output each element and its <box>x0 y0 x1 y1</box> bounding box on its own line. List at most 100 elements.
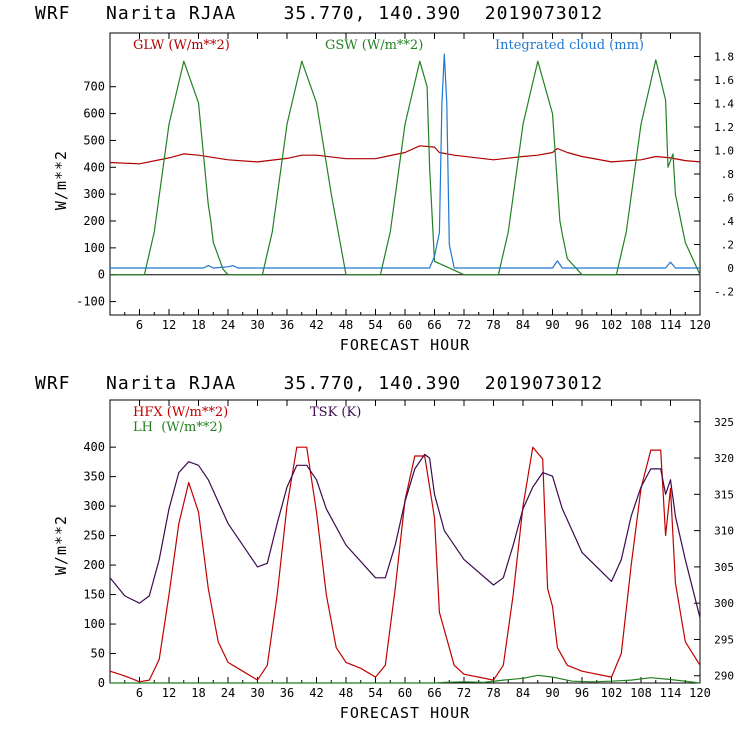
x-tick-label: 60 <box>398 318 412 332</box>
right-tick-label: 310 <box>714 525 734 538</box>
x-tick-label: 84 <box>516 318 530 332</box>
chart2-legend-tsk: TSK (K) <box>310 405 361 420</box>
right-tick-label: 0 <box>727 262 734 275</box>
x-tick-label: 30 <box>250 686 264 700</box>
series-line-gsw <box>110 59 701 276</box>
x-tick-label: 6 <box>136 318 143 332</box>
x-tick-label: 114 <box>660 318 682 332</box>
y-tick-label: 100 <box>83 241 105 255</box>
right-tick-label: .4 <box>721 215 735 228</box>
x-tick-label: 48 <box>339 686 353 700</box>
y-tick-label: 300 <box>83 187 105 201</box>
y-tick-label: -100 <box>76 295 105 309</box>
y-tick-label: 0 <box>98 268 105 282</box>
right-tick-label: 320 <box>714 452 734 465</box>
right-tick-label: 1.4 <box>714 98 734 111</box>
x-tick-label: 24 <box>221 686 235 700</box>
chart1-x-ticks: 6 12 18 24 30 36 42 48 54 60 66 72 78 84 90 96 102 108 114… <box>124 33 711 332</box>
x-tick-label: 90 <box>545 686 559 700</box>
chart1-plot-area <box>109 32 701 316</box>
series-line-tsk <box>109 453 701 618</box>
chart1-legend-cloud: Integrated cloud (mm) <box>495 38 644 53</box>
chart2-plot-area <box>109 399 701 684</box>
chart1-right-ticks: -.2 0 .2 .4 .6 .8 1.0 1.2 1.4 1.6 1.8 <box>694 51 734 299</box>
x-tick-label: 12 <box>162 318 176 332</box>
x-tick-label: 72 <box>457 318 471 332</box>
chart1-y-ticks: -100 0 100 200 300 400 500 600 700 <box>76 80 116 309</box>
right-tick-label: 1.0 <box>714 145 734 158</box>
chart2-x-label: FORECAST HOUR <box>340 704 470 722</box>
chart2-legend-hfx: HFX (W/m**2) <box>133 405 228 420</box>
y-tick-label: 50 <box>91 647 105 661</box>
y-tick-label: 250 <box>83 529 105 543</box>
x-tick-label: 54 <box>368 686 382 700</box>
panel-bottom: WRF Narita RJAA 35.770, 140.390 20190730… <box>35 373 734 722</box>
y-tick-label: 100 <box>83 617 105 631</box>
x-tick-label: 36 <box>280 318 294 332</box>
y-tick-label: 200 <box>83 558 105 572</box>
chart2-x-ticks: 6 12 18 24 30 36 42 48 54 60 66 72 78 84 90 96 102 108 114… <box>124 400 711 700</box>
x-tick-label: 114 <box>660 686 682 700</box>
right-tick-label: .8 <box>721 168 734 181</box>
right-tick-label: 305 <box>714 561 734 574</box>
x-tick-label: 72 <box>457 686 471 700</box>
x-tick-label: 36 <box>280 686 294 700</box>
x-tick-label: 108 <box>630 318 652 332</box>
x-tick-label: 102 <box>601 318 623 332</box>
series-line-integrated <box>110 53 700 269</box>
chart2-title: WRF Narita RJAA 35.770, 140.390 20190730… <box>35 373 603 394</box>
x-tick-label: 30 <box>250 318 264 332</box>
x-tick-label: 66 <box>427 318 441 332</box>
right-tick-label: 290 <box>714 670 734 683</box>
x-tick-label: 66 <box>427 686 441 700</box>
x-tick-label: 18 <box>191 686 205 700</box>
right-tick-label: 325 <box>714 416 734 429</box>
x-tick-label: 42 <box>309 686 323 700</box>
right-tick-label: 295 <box>714 633 734 646</box>
series-line-lh <box>110 674 701 684</box>
y-tick-label: 400 <box>83 160 105 174</box>
right-tick-label: 1.6 <box>714 74 734 87</box>
x-tick-label: 96 <box>575 318 589 332</box>
right-tick-label: 1.8 <box>714 51 734 64</box>
x-tick-label: 48 <box>339 318 353 332</box>
chart1-x-label: FORECAST HOUR <box>340 336 470 354</box>
y-tick-label: 700 <box>83 80 105 94</box>
y-tick-label: 0 <box>98 676 105 690</box>
right-tick-label: .6 <box>721 192 734 205</box>
x-tick-label: 96 <box>575 686 589 700</box>
x-tick-label: 84 <box>516 686 530 700</box>
right-tick-label: 300 <box>714 597 734 610</box>
x-tick-label: 102 <box>601 686 623 700</box>
right-tick-label: .2 <box>721 239 734 252</box>
y-tick-label: 200 <box>83 214 105 228</box>
x-tick-label: 78 <box>486 686 500 700</box>
series-line-glw <box>109 145 701 165</box>
series-line-hfx <box>109 446 701 683</box>
y-tick-label: 600 <box>83 107 105 121</box>
x-tick-label: 78 <box>486 318 500 332</box>
panel-top: WRF Narita RJAA 35.770, 140.390 20190730… <box>35 3 734 354</box>
x-tick-label: 12 <box>162 686 176 700</box>
x-tick-label: 108 <box>630 686 652 700</box>
right-tick-label: 1.2 <box>714 121 734 134</box>
x-tick-label: 120 <box>689 318 711 332</box>
chart2-right-ticks: 290 295 300 305 310 315 320 325 <box>694 416 734 683</box>
right-tick-label: -.2 <box>714 286 734 299</box>
chart1-title: WRF Narita RJAA 35.770, 140.390 20190730… <box>35 3 603 24</box>
chart1-legend-gsw: GSW (W/m**2) <box>325 38 423 53</box>
chart2-legend-lh: LH (W/m**2) <box>133 420 223 435</box>
chart1-legend-glw: GLW (W/m**2) <box>133 38 230 53</box>
y-tick-label: 300 <box>83 499 105 513</box>
x-tick-label: 120 <box>689 686 711 700</box>
x-tick-label: 6 <box>136 686 143 700</box>
x-tick-label: 24 <box>221 318 235 332</box>
y-tick-label: 150 <box>83 588 105 602</box>
y-tick-label: 350 <box>83 470 105 484</box>
x-tick-label: 42 <box>309 318 323 332</box>
chart1-y-label: W/m**2 <box>52 150 70 210</box>
chart2-y-label: W/m**2 <box>52 515 70 575</box>
right-tick-label: 315 <box>714 488 734 501</box>
y-tick-label: 400 <box>83 440 105 454</box>
